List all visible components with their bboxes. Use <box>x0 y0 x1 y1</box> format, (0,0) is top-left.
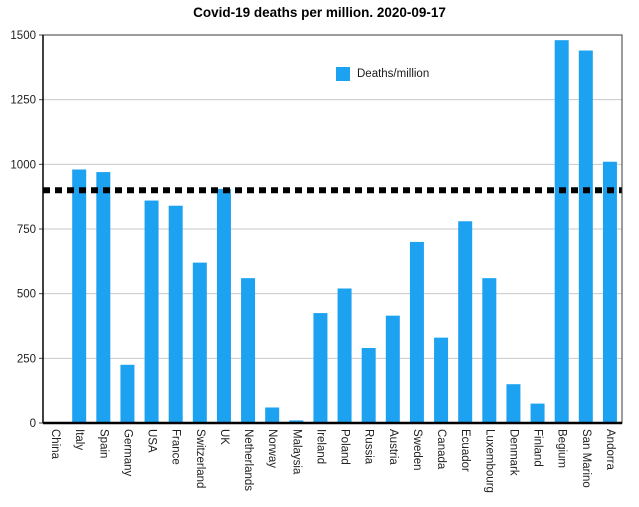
x-axis-label: Malaysia <box>290 429 302 475</box>
x-axis-label: San Marino <box>580 429 592 488</box>
x-axis-label: Spain <box>97 429 109 458</box>
x-axis-label: France <box>170 429 182 465</box>
bar <box>337 288 352 423</box>
x-axis-label: Begium <box>556 429 568 468</box>
x-axis-label: Denmark <box>507 429 519 476</box>
y-axis-tick-label: 500 <box>17 289 36 301</box>
y-axis-tick-label: 250 <box>17 353 36 365</box>
y-axis-tick-label: 1250 <box>10 95 36 107</box>
bar <box>385 315 400 423</box>
bar <box>361 347 376 423</box>
bar <box>265 407 280 423</box>
bar <box>72 169 87 423</box>
legend: Deaths/million <box>336 67 429 81</box>
bar <box>192 262 207 423</box>
bar <box>530 403 545 423</box>
y-axis-tick-label: 1000 <box>10 159 36 171</box>
x-axis-label: Italy <box>73 429 85 450</box>
bar <box>216 188 231 423</box>
x-axis-label: Ecuador <box>459 429 471 472</box>
bar <box>144 200 159 423</box>
x-axis-label: Luxembourg <box>483 429 495 493</box>
bar <box>120 364 135 423</box>
bar <box>289 420 304 423</box>
bar <box>578 50 593 424</box>
y-axis-tick-label: 1500 <box>10 30 36 42</box>
x-axis-label: Canada <box>435 429 447 470</box>
x-axis-label: Switzerland <box>194 429 206 488</box>
bar <box>168 205 183 423</box>
x-axis-label: Poland <box>339 429 351 465</box>
chart-title: Covid-19 deaths per million. 2020-09-17 <box>193 5 446 20</box>
x-axis-label: Germany <box>121 429 133 477</box>
x-axis-label: Andorra <box>604 429 616 471</box>
bar <box>602 161 617 423</box>
bar <box>554 40 569 423</box>
x-axis-label: USA <box>146 429 158 453</box>
x-axis-label: China <box>49 429 61 460</box>
bar <box>409 241 424 423</box>
x-axis-label: Finland <box>532 429 544 467</box>
x-axis-label: UK <box>218 429 230 445</box>
x-axis-label: Norway <box>266 429 278 468</box>
bar <box>458 221 473 423</box>
bar <box>506 384 521 423</box>
y-axis-tick-label: 0 <box>30 418 36 430</box>
bar <box>96 172 111 423</box>
y-axis-tick-label: 750 <box>17 224 36 236</box>
bar <box>313 313 328 423</box>
x-axis-label: Ireland <box>314 429 326 464</box>
bar <box>241 278 256 423</box>
x-axis-label: Netherlands <box>242 429 254 491</box>
legend-label: Deaths/million <box>357 68 430 80</box>
x-axis-label: Sweden <box>411 429 423 471</box>
x-axis-label: Russia <box>363 429 375 465</box>
legend-swatch-icon <box>336 67 350 81</box>
bar <box>482 278 497 423</box>
x-axis-label: Austria <box>387 429 399 465</box>
bar <box>434 337 449 423</box>
